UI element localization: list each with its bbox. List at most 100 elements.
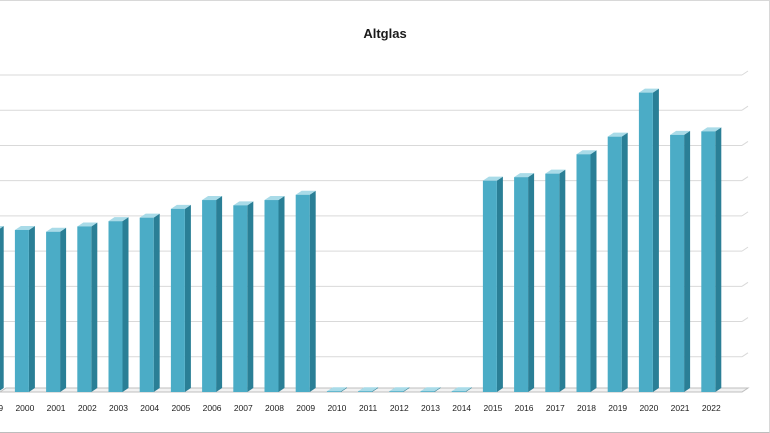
x-tick-label: 2002 bbox=[78, 403, 97, 413]
x-tick-label: 2003 bbox=[109, 403, 128, 413]
bar-side-2016 bbox=[528, 173, 535, 392]
bar-2012 bbox=[389, 391, 404, 392]
bar-top-2022 bbox=[701, 127, 722, 132]
bar-top-2007 bbox=[233, 201, 254, 206]
bar-top-2015 bbox=[482, 176, 503, 181]
x-tick-label: 2014 bbox=[452, 403, 471, 413]
bar-top-2000 bbox=[14, 225, 35, 230]
bar-side-2018 bbox=[590, 150, 597, 392]
bar-2021 bbox=[670, 134, 685, 392]
x-tick-label: 2017 bbox=[546, 403, 565, 413]
bar-2014 bbox=[451, 391, 466, 392]
bar-2016 bbox=[514, 177, 529, 392]
bar-top-2011 bbox=[358, 387, 379, 392]
bar-side-2005 bbox=[184, 204, 191, 392]
gridline-depth bbox=[741, 176, 749, 182]
bar-side-2002 bbox=[91, 222, 98, 392]
x-tick-label: 2013 bbox=[421, 403, 440, 413]
x-tick-label: 2011 bbox=[359, 403, 378, 413]
gridline-depth bbox=[741, 317, 749, 322]
x-tick-label: 2020 bbox=[639, 403, 658, 413]
bar-side-2011 bbox=[372, 387, 379, 392]
x-tick-label: 2010 bbox=[327, 403, 346, 413]
bar-2001 bbox=[46, 231, 61, 392]
bar-side-2013 bbox=[434, 387, 441, 392]
bar-2017 bbox=[545, 173, 560, 392]
bar-top-2016 bbox=[514, 173, 535, 178]
bar-top-2020 bbox=[638, 88, 659, 93]
gridline-depth bbox=[741, 70, 749, 76]
bar-top-2019 bbox=[607, 132, 628, 137]
bar-top-2004 bbox=[139, 213, 160, 218]
bar-2019 bbox=[607, 136, 622, 392]
x-tick-label: 2009 bbox=[296, 403, 315, 413]
x-tick-label: 2004 bbox=[140, 403, 159, 413]
bar-side-2001 bbox=[60, 227, 67, 392]
bar-2006 bbox=[202, 200, 217, 392]
bar-top-2005 bbox=[170, 204, 191, 209]
bar-side-2014 bbox=[465, 387, 472, 392]
bar-top-2008 bbox=[264, 196, 285, 201]
bar-2002 bbox=[77, 226, 92, 392]
bar-side-2010 bbox=[340, 387, 347, 392]
bar-2022 bbox=[701, 131, 716, 392]
bar-2015 bbox=[482, 180, 497, 392]
bar-top-2006 bbox=[202, 196, 223, 201]
x-tick-label: 2006 bbox=[203, 403, 222, 413]
bar-side-2012 bbox=[403, 387, 410, 392]
x-tick-label: 2000 bbox=[15, 403, 34, 413]
gridline-depth bbox=[741, 281, 749, 287]
bar-top-2021 bbox=[670, 130, 691, 135]
bar-side-2015 bbox=[496, 176, 503, 392]
bar-side-2022 bbox=[715, 127, 722, 392]
gridline-depth bbox=[741, 246, 749, 252]
bar-top-2014 bbox=[451, 387, 472, 392]
x-tick-label: 1999 bbox=[0, 403, 3, 413]
x-tick-label: 2016 bbox=[515, 403, 534, 413]
bar-2005 bbox=[170, 208, 185, 392]
bar-top-2017 bbox=[545, 169, 566, 174]
bar-2000 bbox=[14, 229, 29, 392]
bar-side-2000 bbox=[28, 225, 35, 392]
bar-2010 bbox=[326, 391, 341, 392]
x-tick-label: 2001 bbox=[47, 403, 66, 413]
gridline-depth bbox=[741, 105, 749, 111]
x-tick-label: 2021 bbox=[671, 403, 690, 413]
bar-side-2020 bbox=[652, 88, 659, 392]
gridline-depth bbox=[741, 141, 749, 146]
x-tick-label: 2015 bbox=[483, 403, 502, 413]
x-tick-label: 2012 bbox=[390, 403, 409, 413]
bar-side-2003 bbox=[122, 217, 129, 392]
bar-top-2001 bbox=[46, 227, 67, 232]
bar-2004 bbox=[139, 217, 154, 392]
bar-2008 bbox=[264, 200, 279, 392]
bar-side-2004 bbox=[153, 213, 160, 392]
x-tick-label: 2005 bbox=[171, 403, 190, 413]
x-tick-label: 2022 bbox=[702, 403, 721, 413]
chart-title: Altglas bbox=[363, 26, 407, 41]
bar-side-2021 bbox=[684, 130, 691, 392]
bar-side-2009 bbox=[309, 190, 316, 392]
x-tick-label: 2019 bbox=[608, 403, 627, 413]
bar-2018 bbox=[576, 154, 591, 392]
x-tick-label: 2018 bbox=[577, 403, 596, 413]
bar-side-2019 bbox=[621, 132, 628, 392]
bar-2020 bbox=[638, 92, 653, 392]
bar-top-2010 bbox=[326, 387, 347, 392]
bar-side-2017 bbox=[559, 169, 566, 392]
x-tick-label: 2008 bbox=[265, 403, 284, 413]
bar-top-2012 bbox=[389, 387, 410, 392]
bar-side-2007 bbox=[247, 201, 254, 392]
bar-top-1999 bbox=[0, 225, 4, 229]
bar-top-2002 bbox=[77, 222, 98, 227]
bar-2009 bbox=[295, 194, 310, 392]
bar-side-2008 bbox=[278, 196, 285, 392]
bar-2011 bbox=[358, 391, 373, 392]
gridline-depth bbox=[741, 352, 749, 358]
bar-top-2003 bbox=[108, 217, 129, 222]
bar-top-2013 bbox=[420, 387, 441, 392]
bar-2007 bbox=[233, 205, 248, 392]
bar-2013 bbox=[420, 391, 435, 392]
bar-side-2006 bbox=[216, 196, 223, 392]
